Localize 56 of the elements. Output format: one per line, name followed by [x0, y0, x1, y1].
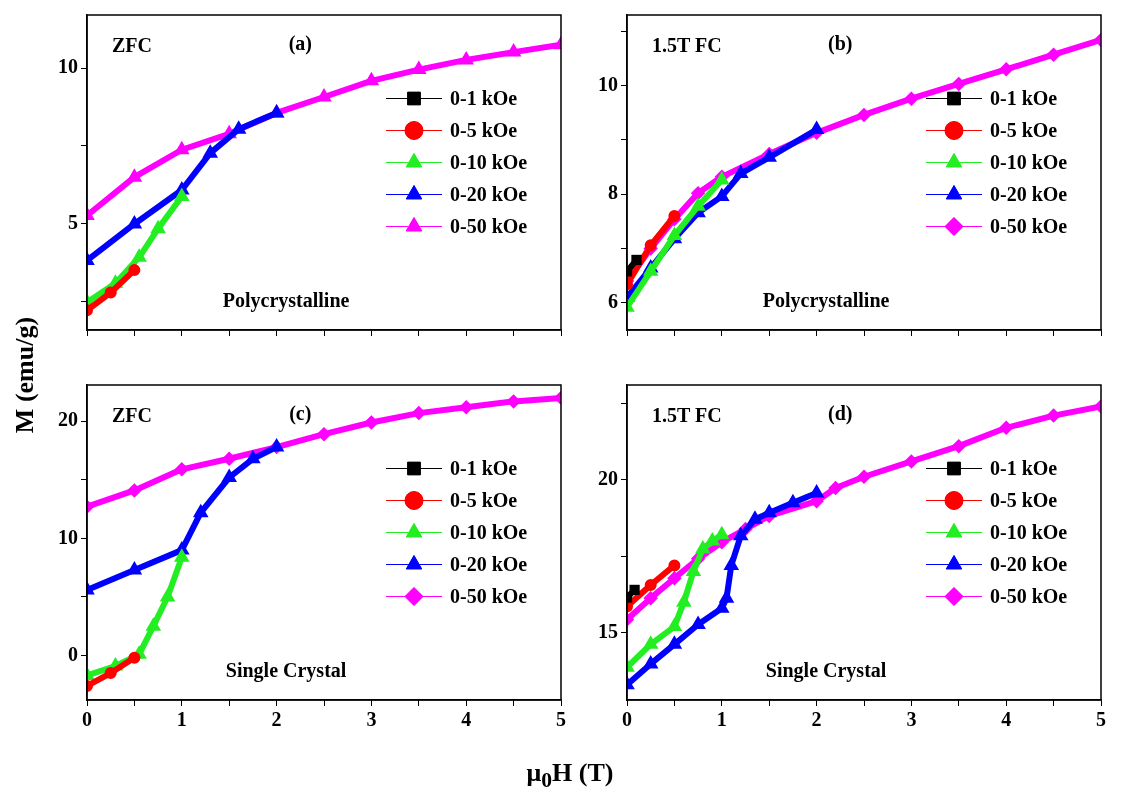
y-tick-label: 20 [598, 466, 618, 489]
y-tick-label: 10 [58, 55, 78, 78]
legend-label: 0-20 kOe [990, 552, 1068, 575]
y-tick-label: 10 [598, 72, 618, 95]
x-tick-label: 3 [906, 708, 917, 731]
legend-label: 0-5 kOe [450, 488, 518, 511]
x-tick-label: 2 [271, 708, 282, 731]
x-axis-title: μ$_{0}$H (T) [525, 758, 615, 794]
y-tick-label: 8 [608, 181, 618, 204]
legend-label: 0-1 kOe [450, 86, 518, 109]
x-tick-label: 4 [1001, 708, 1012, 731]
annotation: Single Crystal [765, 659, 887, 683]
legend-label: 0-5 kOe [450, 118, 518, 141]
legend-label: 0-10 kOe [450, 150, 528, 173]
legend-label: 0-10 kOe [990, 520, 1068, 543]
annotation: (b) [828, 32, 853, 56]
legend-label: 0-50 kOe [990, 584, 1068, 607]
annotation: 1.5T FC [652, 404, 722, 427]
x-tick-label: 2 [811, 708, 822, 731]
x-tick-label: 4 [461, 708, 472, 731]
y-tick-label: 5 [68, 211, 78, 234]
x-tick-label: 0 [82, 708, 92, 731]
annotation: Single Crystal [225, 659, 347, 683]
y-tick-label: 0 [68, 642, 78, 665]
legend-label: 0-1 kOe [450, 456, 518, 479]
legend-label: 0-50 kOe [450, 214, 528, 237]
annotation: ZFC [112, 34, 152, 57]
legend-label: 0-50 kOe [990, 214, 1068, 237]
annotation: 1.5T FC [652, 34, 722, 57]
legend-label: 0-20 kOe [990, 182, 1068, 205]
legend-label: 0-5 kOe [990, 118, 1058, 141]
legend-label: 0-10 kOe [450, 520, 528, 543]
y-tick-label: 10 [58, 525, 78, 548]
x-tick-label: 0 [622, 708, 632, 731]
annotation: Polycrystalline [222, 289, 350, 313]
y-tick-label: 6 [608, 290, 618, 313]
annotation: Polycrystalline [762, 289, 890, 313]
annotation: (a) [288, 32, 312, 56]
legend-label: 0-50 kOe [450, 584, 528, 607]
x-tick-label: 5 [556, 708, 566, 731]
annotation: (d) [828, 402, 853, 426]
y-tick-label: 15 [598, 619, 618, 642]
x-tick-label: 1 [716, 708, 727, 731]
legend-label: 0-20 kOe [450, 182, 528, 205]
annotation: (c) [289, 402, 312, 426]
legend-label: 0-1 kOe [990, 456, 1058, 479]
x-tick-label: 3 [366, 708, 377, 731]
legend-label: 0-5 kOe [990, 488, 1058, 511]
y-axis-title: M (emu/g) [10, 315, 40, 436]
x-tick-label: 5 [1096, 708, 1106, 731]
legend-label: 0-1 kOe [990, 86, 1058, 109]
x-tick-label: 1 [176, 708, 187, 731]
legend-label: 0-20 kOe [450, 552, 528, 575]
annotation: ZFC [112, 404, 152, 427]
legend-label: 0-10 kOe [990, 150, 1068, 173]
y-tick-label: 20 [58, 408, 78, 431]
